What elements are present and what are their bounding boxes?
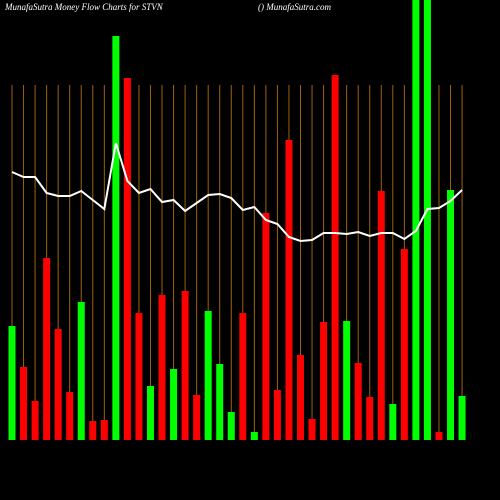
bar: [389, 404, 397, 440]
bar: [285, 140, 293, 440]
bar: [262, 213, 270, 440]
bar: [89, 421, 97, 440]
bar: [227, 412, 235, 440]
bar: [135, 313, 143, 440]
bar: [193, 395, 201, 440]
bar: [423, 0, 431, 440]
chart-title: MunafaSutra Money Flow Charts for STVN: [4, 2, 164, 12]
bar: [400, 249, 408, 440]
bar: [100, 420, 108, 440]
bar: [331, 75, 339, 440]
bar: [297, 355, 304, 440]
bar: [170, 369, 178, 440]
bar: [273, 390, 281, 440]
bar: [146, 386, 154, 440]
bar: [250, 432, 258, 440]
bar: [66, 392, 74, 440]
bar: [181, 291, 189, 440]
bar: [31, 401, 39, 440]
bar: [343, 321, 351, 440]
bar: [77, 302, 85, 440]
bar: [308, 419, 316, 440]
bar: [158, 295, 166, 440]
bar: [204, 311, 212, 440]
bar: [54, 329, 62, 440]
bar: [8, 326, 16, 440]
bar: [412, 0, 420, 440]
bar: [216, 364, 224, 440]
bar: [366, 397, 374, 440]
bar: [112, 36, 120, 440]
chart-subtitle: () MunafaSutra.com: [258, 2, 331, 12]
bar: [435, 432, 443, 440]
bar: [377, 191, 385, 440]
bar: [354, 363, 362, 440]
bar: [458, 396, 466, 440]
bar: [447, 190, 455, 440]
bar: [320, 322, 328, 440]
bar: [20, 367, 28, 440]
bar: [43, 258, 51, 440]
bar: [123, 78, 131, 440]
money-flow-line: [11, 142, 463, 243]
bar: [239, 313, 247, 440]
